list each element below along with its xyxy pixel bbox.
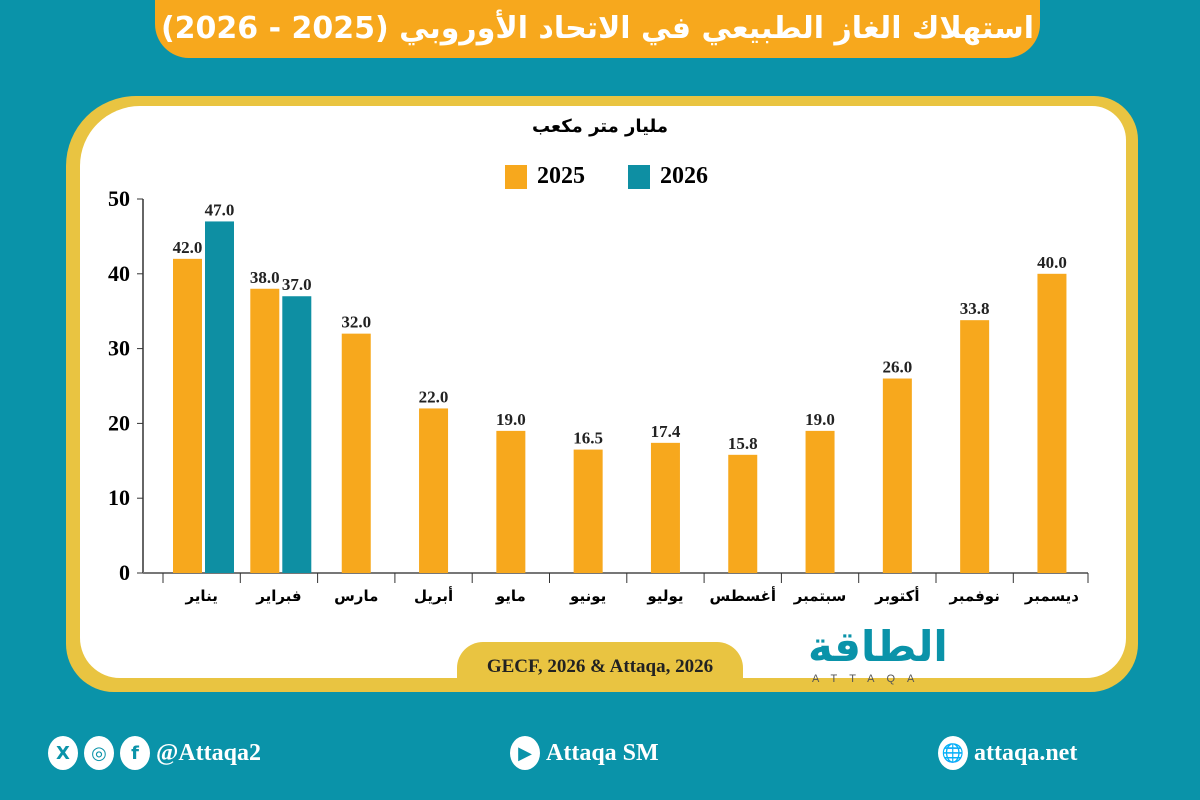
x-tick-label: أكتوبر: [874, 586, 919, 605]
website-label: attaqa.net: [974, 739, 1078, 766]
website-link[interactable]: 🌐 attaqa.net: [938, 736, 1077, 770]
data-label-2025: 42.0: [173, 238, 203, 257]
bar-2025: [882, 378, 912, 573]
youtube-label: Attaqa SM: [546, 739, 659, 766]
data-label-2025: 16.5: [573, 429, 603, 448]
x-tick-label: أغسطس: [710, 586, 776, 605]
legend-2025: 2025: [505, 163, 585, 190]
globe-icon: 🌐: [938, 736, 968, 770]
bar-2025: [496, 430, 526, 573]
legend-swatch-2026: [628, 164, 650, 189]
x-tick-label: يونيو: [569, 587, 606, 605]
bar-2025: [173, 258, 202, 573]
social-handle[interactable]: @Attaqa2: [156, 739, 261, 766]
bar-2025: [573, 449, 603, 573]
y-tick-label: 20: [108, 410, 130, 435]
data-label-2025: 15.8: [728, 434, 758, 453]
bar-2025: [728, 454, 758, 573]
bar-2025: [650, 442, 680, 573]
attaqa-logo-sub: ATTAQA: [812, 673, 927, 685]
legend-2026: 2026: [628, 163, 708, 190]
facebook-icon[interactable]: f: [120, 736, 150, 770]
bar-2025: [419, 408, 449, 573]
legend-label-2025: 2025: [537, 163, 585, 189]
y-tick-label: 40: [108, 261, 130, 286]
data-label-2025: 22.0: [419, 387, 449, 406]
instagram-icon[interactable]: ◎: [84, 736, 114, 770]
data-label-2025: 17.4: [651, 422, 681, 441]
x-tick-label: سبتمبر: [793, 587, 847, 605]
data-label-2026: 37.0: [282, 275, 312, 294]
y-tick-label: 10: [108, 485, 130, 510]
x-tick-label: ديسمبر: [1024, 587, 1079, 605]
x-tick-label: فبراير: [255, 587, 301, 605]
data-label-2025: 19.0: [805, 410, 835, 429]
x-tick-label: نوفمبر: [948, 587, 999, 605]
x-tick-label: يوليو: [646, 587, 683, 605]
data-label-2026: 47.0: [205, 200, 235, 219]
x-icon[interactable]: X: [48, 736, 78, 770]
attaqa-logo: الطاقة: [808, 622, 948, 671]
legend-swatch-2025: [505, 164, 527, 189]
bar-2025: [960, 320, 990, 573]
data-label-2025: 33.8: [960, 299, 990, 318]
legend-label-2026: 2026: [660, 163, 708, 189]
bar-2025: [1037, 273, 1067, 573]
youtube-link[interactable]: ▶ Attaqa SM: [510, 736, 659, 770]
x-tick-label: يناير: [184, 587, 217, 605]
bar-2025: [250, 288, 280, 573]
x-tick-label: مايو: [495, 587, 526, 605]
y-tick-label: 30: [108, 336, 130, 361]
data-label-2025: 26.0: [882, 358, 912, 377]
y-unit-label: مليار متر مكعب: [531, 116, 668, 137]
bar-2025: [341, 333, 371, 573]
data-label-2025: 19.0: [496, 410, 526, 429]
bar-2025: [805, 430, 835, 573]
page-title: استهلاك الغاز الطبيعي في الاتحاد الأوروب…: [155, 0, 1040, 58]
x-tick-label: مارس: [334, 587, 378, 605]
y-tick-label: 0: [119, 560, 130, 585]
bar-2026: [205, 221, 234, 573]
data-label-2025: 32.0: [341, 313, 371, 332]
youtube-icon: ▶: [510, 736, 540, 770]
y-tick-label: 50: [108, 186, 130, 211]
data-label-2025: 40.0: [1037, 253, 1067, 272]
x-tick-label: أبريل: [414, 586, 453, 605]
social-links: X ◎ f @Attaqa2: [48, 736, 261, 770]
data-label-2025: 38.0: [250, 268, 280, 287]
source-label: GECF, 2026 & Attaqa, 2026: [457, 642, 743, 692]
bar-2026: [282, 296, 312, 573]
